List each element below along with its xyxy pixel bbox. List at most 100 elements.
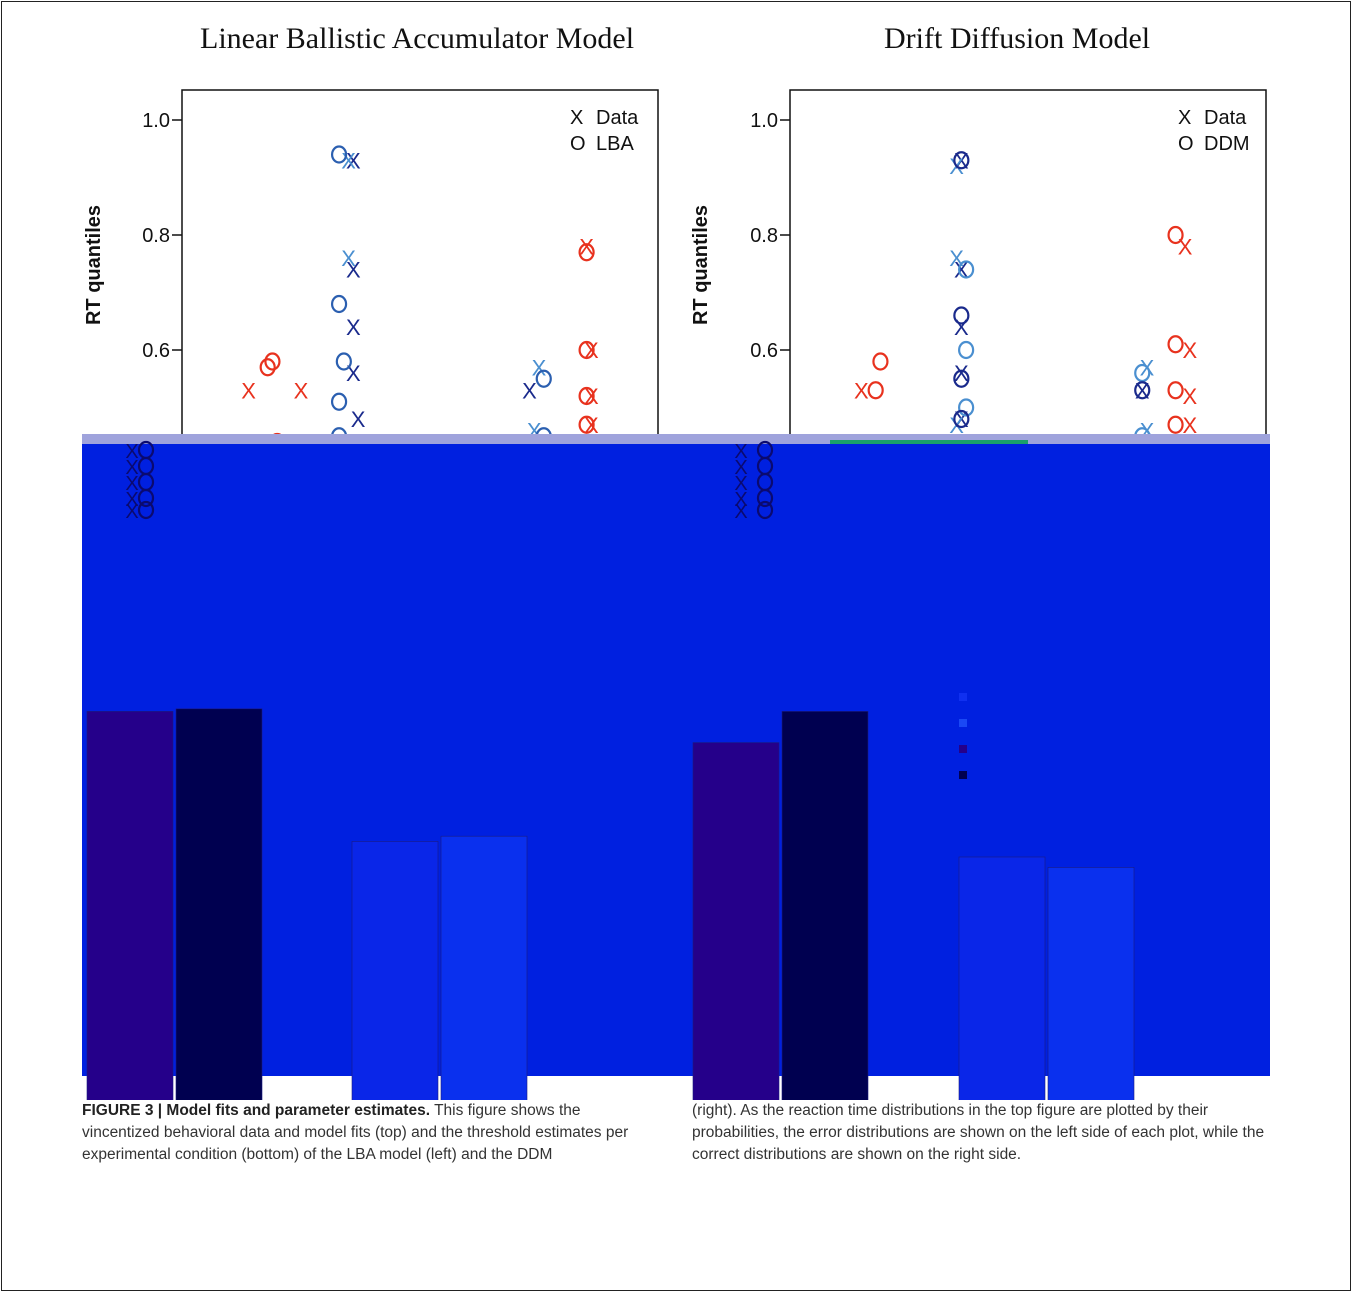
caption-right: (right). As the reaction time distributi… bbox=[692, 1100, 1292, 1166]
ddm-panel-title: Drift Diffusion Model bbox=[884, 22, 1151, 55]
model-point-o bbox=[578, 415, 595, 434]
data-point-x: X bbox=[1182, 384, 1197, 409]
overlay-o-marker bbox=[137, 488, 155, 508]
overlay-x-marker: X bbox=[734, 501, 747, 523]
data-point-x: X bbox=[1182, 413, 1197, 438]
legend-marker: X bbox=[570, 107, 583, 129]
y-axis-label: RT quantiles bbox=[690, 205, 712, 325]
model-point-o bbox=[958, 260, 975, 279]
overlay-strip bbox=[82, 434, 1270, 444]
model-point-o bbox=[330, 145, 348, 164]
model-point-o bbox=[259, 358, 276, 377]
model-point-o bbox=[1167, 335, 1184, 354]
overlay-x-marker: X bbox=[125, 441, 138, 463]
overlay-x-marker: X bbox=[734, 441, 747, 463]
bar-legend-swatch bbox=[959, 693, 967, 701]
overlay-green-line bbox=[830, 440, 1028, 444]
threshold-bar bbox=[958, 856, 1046, 1100]
bar-legend-swatch bbox=[959, 719, 967, 727]
data-point-x: X bbox=[954, 361, 969, 386]
model-point-o bbox=[335, 352, 352, 371]
model-point-o bbox=[1167, 415, 1184, 434]
data-point-x: X bbox=[954, 258, 969, 283]
data-point-x: X bbox=[584, 384, 599, 409]
legend-marker: O bbox=[570, 133, 586, 155]
model-point-o bbox=[330, 392, 348, 411]
threshold-bar bbox=[351, 841, 439, 1100]
legend-marker: O bbox=[1178, 133, 1194, 155]
data-point-x: X bbox=[294, 378, 309, 403]
model-point-o bbox=[578, 386, 595, 406]
data-point-x: X bbox=[584, 338, 599, 363]
model-point-o bbox=[1167, 381, 1184, 400]
legend-label: LBA bbox=[596, 133, 634, 155]
model-point-o bbox=[1134, 381, 1151, 400]
model-point-o bbox=[1167, 225, 1184, 245]
model-point-o bbox=[953, 306, 970, 325]
data-point-x: X bbox=[241, 378, 256, 403]
y-tick-label: 1.0 bbox=[142, 110, 170, 132]
caption-text-right: (right). As the reaction time distributi… bbox=[692, 1102, 1265, 1163]
caption-label: FIGURE 3 | Model fits and parameter esti… bbox=[82, 1102, 431, 1119]
y-tick-label: 0.8 bbox=[750, 225, 778, 247]
y-tick-label: 1.0 bbox=[750, 110, 778, 132]
model-point-o bbox=[330, 294, 348, 314]
legend-label: Data bbox=[596, 107, 639, 129]
legend-label: Data bbox=[1204, 107, 1247, 129]
threshold-bar bbox=[86, 711, 174, 1100]
data-point-x: X bbox=[346, 148, 361, 173]
data-point-x: X bbox=[1178, 235, 1193, 260]
data-point-x: X bbox=[351, 407, 366, 432]
model-point-o bbox=[953, 151, 970, 170]
overlay-o-marker bbox=[756, 488, 774, 508]
data-point-x: X bbox=[346, 315, 361, 340]
model-point-o bbox=[264, 352, 281, 371]
bar-legend-swatch bbox=[959, 771, 967, 779]
caption-text-left: This figure shows the vincentized behavi… bbox=[82, 1102, 629, 1163]
model-point-o bbox=[535, 369, 552, 388]
overlay-x-marker: X bbox=[125, 501, 138, 523]
model-point-o bbox=[867, 381, 884, 400]
threshold-bar bbox=[692, 742, 780, 1100]
threshold-bar bbox=[1047, 867, 1135, 1100]
model-point-o bbox=[578, 243, 595, 262]
overlay-o-marker bbox=[756, 500, 774, 520]
model-point-o bbox=[958, 398, 975, 417]
overlay-o-marker bbox=[137, 500, 155, 520]
y-tick-label: 0.6 bbox=[750, 340, 778, 362]
overlay-x-marker: X bbox=[734, 473, 747, 495]
y-axis-label: RT quantiles bbox=[83, 205, 105, 325]
threshold-bar bbox=[175, 708, 263, 1100]
data-point-x: X bbox=[532, 355, 547, 380]
legend-marker: X bbox=[1178, 107, 1191, 129]
threshold-bar bbox=[781, 711, 869, 1100]
caption-left: FIGURE 3 | Model fits and parameter esti… bbox=[82, 1100, 652, 1166]
threshold-bar bbox=[440, 835, 528, 1100]
model-point-o bbox=[872, 352, 889, 371]
data-point-x: X bbox=[341, 246, 356, 271]
data-point-x: X bbox=[346, 361, 361, 386]
model-point-o bbox=[578, 340, 595, 360]
legend-label: DDM bbox=[1204, 133, 1250, 155]
data-point-x: X bbox=[346, 258, 361, 283]
model-point-o bbox=[953, 369, 970, 388]
model-point-o bbox=[953, 409, 970, 429]
overlay-x-marker: X bbox=[125, 473, 138, 495]
lba-panel-title: Linear Ballistic Accumulator Model bbox=[200, 22, 635, 55]
overlay-x-marker: X bbox=[734, 457, 747, 479]
y-tick-label: 0.8 bbox=[142, 225, 170, 247]
data-point-x: X bbox=[1182, 338, 1197, 363]
y-tick-label: 0.6 bbox=[142, 340, 170, 362]
data-point-x: X bbox=[522, 378, 537, 403]
data-point-x: X bbox=[584, 413, 599, 438]
bar-legend-swatch bbox=[959, 745, 967, 753]
data-point-x: X bbox=[854, 378, 869, 403]
model-point-o bbox=[958, 340, 975, 360]
overlay-x-marker: X bbox=[125, 457, 138, 479]
data-point-x: X bbox=[579, 235, 594, 260]
model-point-o bbox=[1134, 363, 1151, 383]
overlay-x-marker: X bbox=[125, 489, 138, 511]
overlay-x-marker: X bbox=[734, 489, 747, 511]
